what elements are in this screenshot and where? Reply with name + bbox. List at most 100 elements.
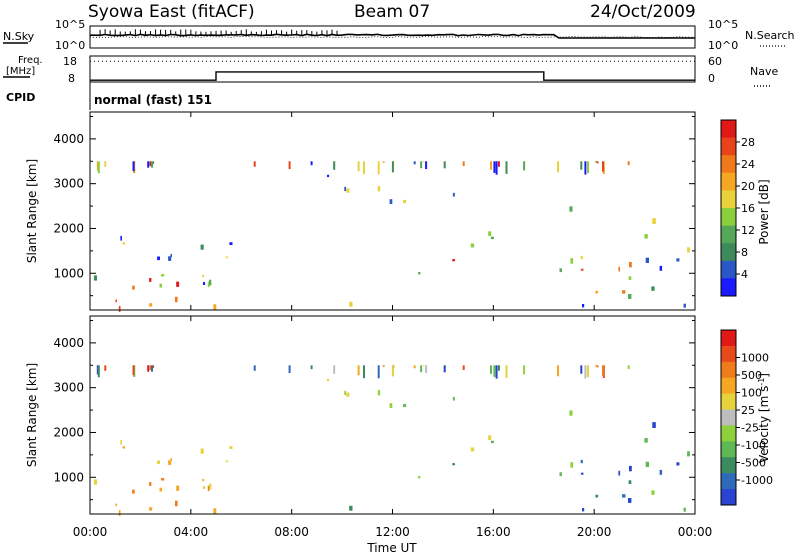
velocity-streak xyxy=(523,365,526,375)
velocity-cell xyxy=(580,459,583,464)
velocity-cell xyxy=(659,469,663,475)
velocity-streak xyxy=(132,365,135,375)
power-panel: 1000 2000 3000 4000 Slant Range [km] 4 8 12 16… xyxy=(25,111,771,312)
power-cell xyxy=(403,199,407,204)
velocity-cell xyxy=(161,478,165,481)
power-colorbar: 4 8 12 16 20 24 28 xyxy=(720,119,755,297)
colorbar-swatch xyxy=(721,155,736,174)
power-cell xyxy=(161,274,165,277)
frequency-line xyxy=(90,71,695,81)
power-cell xyxy=(622,290,626,294)
power-cell xyxy=(676,258,680,262)
velocity-streak xyxy=(462,365,465,370)
power-streak xyxy=(443,161,446,169)
power-streak xyxy=(462,161,465,166)
colorbar-tick-label: -25 xyxy=(741,422,759,435)
power-streak xyxy=(377,161,380,175)
colorbar-tick-label: 1000 xyxy=(741,352,769,365)
power-streak xyxy=(425,161,428,170)
colorbar-swatch xyxy=(721,278,736,297)
velocity-cell xyxy=(115,503,117,507)
power-streak xyxy=(584,161,587,175)
velocity-cell xyxy=(203,486,206,489)
cpid-panel: CPID normal (fast) 151 xyxy=(6,82,212,110)
velocity-cell xyxy=(346,392,350,397)
colorbar-swatch xyxy=(721,172,736,191)
velocity-cell xyxy=(120,439,122,445)
power-cell xyxy=(659,265,663,271)
nsky-tick-high: 10^5 xyxy=(55,18,85,31)
power-streak xyxy=(152,161,155,164)
velocity-streak xyxy=(425,365,428,374)
power-cell xyxy=(490,236,494,240)
velocity-cell xyxy=(644,438,648,443)
velocity-colorbar-label-sup: -1 xyxy=(757,378,766,386)
velocity-cell xyxy=(683,507,686,512)
velocity-cell xyxy=(652,422,656,428)
power-streak xyxy=(505,161,508,174)
colorbar-swatch xyxy=(721,345,736,363)
velocity-cell xyxy=(570,462,574,468)
colorbar-tick-label: 28 xyxy=(741,136,755,149)
power-streak xyxy=(413,161,416,165)
power-cell xyxy=(157,256,160,261)
nsky-label: N.Sky xyxy=(3,30,35,43)
power-cell xyxy=(628,276,632,280)
velocity-streak xyxy=(627,365,630,370)
colorbar-tick-label: 4 xyxy=(741,268,748,281)
colorbar-tick-label: 25 xyxy=(741,404,755,417)
colorbar-swatch xyxy=(721,409,736,426)
velocity-cell xyxy=(176,485,180,491)
power-cell xyxy=(629,261,632,268)
nave-label: Nave xyxy=(750,65,778,78)
velocity-streak xyxy=(104,365,107,371)
velocity-cell xyxy=(618,470,621,476)
velocity-streak xyxy=(288,365,291,373)
power-cell xyxy=(200,244,204,250)
power-cell xyxy=(580,255,583,260)
cpid-label: CPID xyxy=(6,91,35,104)
velocity-streak xyxy=(357,365,360,376)
power-cell xyxy=(207,281,210,288)
nsearch-label: N.Search xyxy=(745,29,795,42)
power-streak xyxy=(627,161,630,166)
power-cell xyxy=(618,266,621,272)
power-cell xyxy=(569,206,573,212)
power-streak xyxy=(497,161,500,167)
velocity-colorbar: 1000 500 100 25 -25 -100 -500 -1000 xyxy=(720,329,773,506)
power-cell xyxy=(580,268,584,271)
velocity-cell xyxy=(207,485,210,492)
nsearch-line xyxy=(89,36,696,38)
velocity-cell xyxy=(629,465,632,472)
power-cell xyxy=(159,283,162,288)
beam-label: Beam 07 xyxy=(354,2,430,22)
velocity-cell xyxy=(327,378,330,382)
velocity-cell xyxy=(628,498,632,503)
nave-tick-low: 0 xyxy=(708,72,715,85)
power-cell xyxy=(651,286,655,291)
power-cell xyxy=(349,301,353,307)
colorbar-swatch xyxy=(721,208,736,227)
velocity-colorbar-label-main: Velocity [m s xyxy=(757,386,771,463)
noise-panel: N.Sky 10^5 10^0 10^5 10^0 N.Search xyxy=(3,18,795,52)
velocity-cell xyxy=(452,463,455,466)
power-streak xyxy=(363,161,365,175)
colorbar-tick-label: 100 xyxy=(741,387,762,400)
velocity-streak xyxy=(147,365,150,372)
colorbar-swatch xyxy=(721,473,736,490)
velocity-cell xyxy=(225,460,228,463)
velocity-cell xyxy=(651,490,655,495)
velocity-streak xyxy=(382,365,385,367)
velocity-cell xyxy=(149,482,152,486)
date-label: 24/Oct/2009 xyxy=(590,2,696,22)
velocity-cell xyxy=(118,510,121,516)
power-cell xyxy=(595,290,599,294)
power-cell xyxy=(175,296,178,303)
x-tick-label: 20:00 xyxy=(577,525,612,539)
velocity-cell xyxy=(645,461,649,467)
power-streak xyxy=(382,161,385,163)
power-streak xyxy=(587,161,589,174)
power-cell xyxy=(452,259,455,262)
nsearch-tick-high: 10^5 xyxy=(708,18,738,31)
